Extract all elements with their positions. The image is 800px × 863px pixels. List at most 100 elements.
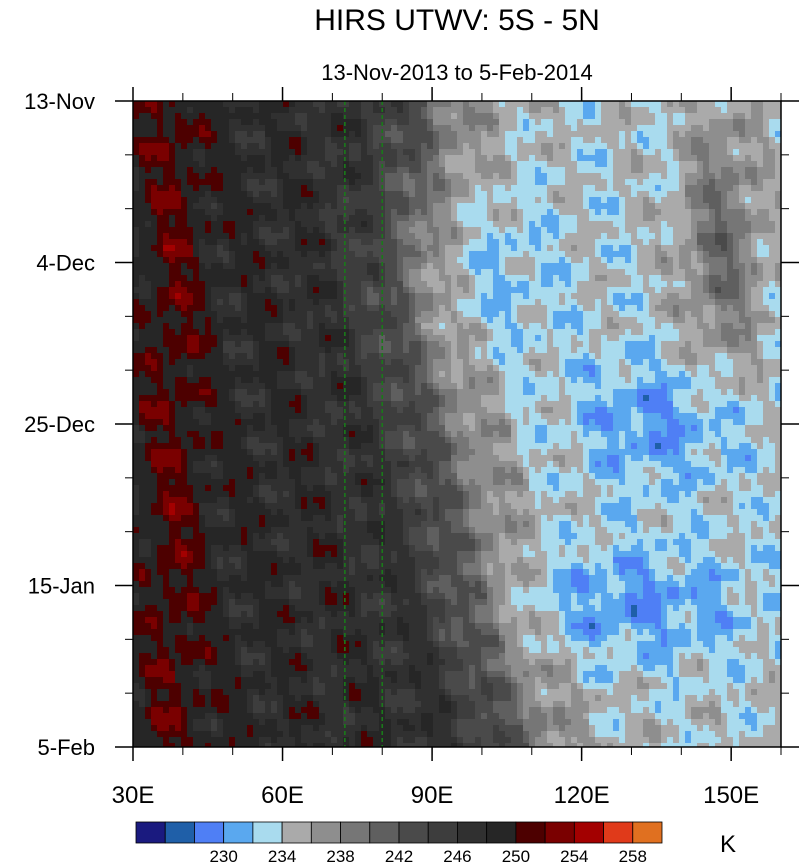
heatmap-cell: [343, 269, 350, 276]
heatmap-cell: [679, 311, 686, 318]
heatmap-cell: [739, 227, 746, 234]
heatmap-cell: [457, 203, 464, 210]
heatmap-cell: [247, 353, 254, 360]
heatmap-cell: [451, 257, 458, 264]
heatmap-cell: [757, 311, 764, 318]
heatmap-cell: [343, 191, 350, 198]
heatmap-cell: [175, 323, 182, 330]
heatmap-cell: [571, 281, 578, 288]
heatmap-cell: [775, 311, 782, 318]
heatmap-cell: [325, 233, 332, 240]
heatmap-cell: [583, 203, 590, 210]
heatmap-cell: [181, 365, 188, 372]
heatmap-cell: [337, 275, 344, 282]
heatmap-cell: [451, 197, 458, 204]
heatmap-cell: [481, 191, 488, 198]
heatmap-cell: [277, 143, 284, 150]
heatmap-cell: [343, 299, 350, 306]
heatmap-cell: [757, 119, 764, 126]
heatmap-cell: [187, 101, 194, 108]
heatmap-cell: [643, 341, 650, 348]
heatmap-cell: [685, 107, 692, 114]
heatmap-cell: [409, 221, 416, 228]
heatmap-cell: [703, 131, 710, 138]
heatmap-cell: [217, 215, 224, 222]
heatmap-cell: [331, 365, 338, 372]
heatmap-cell: [499, 359, 506, 366]
heatmap-cell: [655, 101, 662, 108]
heatmap-cell: [445, 233, 452, 240]
heatmap-cell: [259, 155, 266, 162]
heatmap-cell: [571, 347, 578, 354]
heatmap-cell: [193, 377, 200, 384]
heatmap-cell: [613, 293, 620, 300]
heatmap-cell: [385, 299, 392, 306]
heatmap-cell: [307, 203, 314, 210]
heatmap-cell: [391, 287, 398, 294]
heatmap-cell: [157, 353, 164, 360]
heatmap-cell: [493, 305, 500, 312]
heatmap-cell: [517, 179, 524, 186]
heatmap-cell: [283, 275, 290, 282]
heatmap-cell: [553, 317, 560, 324]
heatmap-cell: [469, 173, 476, 180]
heatmap-cell: [199, 173, 206, 180]
heatmap-cell: [283, 197, 290, 204]
heatmap-cell: [445, 305, 452, 312]
heatmap-cell: [595, 131, 602, 138]
heatmap-cell: [691, 329, 698, 336]
heatmap-cell: [157, 263, 164, 270]
heatmap-cell: [403, 185, 410, 192]
heatmap-cell: [487, 263, 494, 270]
heatmap-cell: [505, 287, 512, 294]
heatmap-cell: [337, 293, 344, 300]
heatmap-cell: [229, 227, 236, 234]
heatmap-cell: [511, 263, 518, 270]
heatmap-cell: [535, 287, 542, 294]
heatmap-cell: [661, 113, 668, 120]
heatmap-cell: [163, 365, 170, 372]
heatmap-cell: [487, 155, 494, 162]
heatmap-cell: [637, 119, 644, 126]
heatmap-cell: [397, 251, 404, 258]
heatmap-cell: [559, 197, 566, 204]
heatmap-cell: [217, 101, 224, 108]
heatmap-cell: [331, 227, 338, 234]
heatmap-cell: [151, 221, 158, 228]
heatmap-cell: [229, 155, 236, 162]
heatmap-cell: [205, 209, 212, 216]
heatmap-cell: [247, 263, 254, 270]
heatmap-cell: [727, 305, 734, 312]
heatmap-cell: [679, 191, 686, 198]
heatmap-cell: [427, 269, 434, 276]
heatmap-cell: [151, 335, 158, 342]
heatmap-cell: [751, 155, 758, 162]
heatmap-cell: [595, 149, 602, 156]
heatmap-cell: [433, 113, 440, 120]
heatmap-cell: [685, 305, 692, 312]
heatmap-cell: [463, 191, 470, 198]
heatmap-cell: [415, 203, 422, 210]
heatmap-cell: [703, 155, 710, 162]
heatmap-cell: [163, 173, 170, 180]
heatmap-cell: [307, 323, 314, 330]
heatmap-cell: [667, 317, 674, 324]
heatmap-cell: [553, 269, 560, 276]
heatmap-cell: [745, 311, 752, 318]
heatmap-cell: [367, 155, 374, 162]
heatmap-cell: [397, 227, 404, 234]
heatmap-cell: [139, 203, 146, 210]
heatmap-cell: [397, 161, 404, 168]
heatmap-cell: [313, 131, 320, 138]
heatmap-cell: [595, 221, 602, 228]
heatmap-cell: [349, 269, 356, 276]
heatmap-cell: [169, 149, 176, 156]
heatmap-cell: [547, 203, 554, 210]
heatmap-cell: [523, 131, 530, 138]
heatmap-cell: [313, 245, 320, 252]
heatmap-cell: [661, 275, 668, 282]
heatmap-cell: [463, 287, 470, 294]
heatmap-cell: [445, 221, 452, 228]
heatmap-cell: [637, 155, 644, 162]
heatmap-cell: [295, 269, 302, 276]
